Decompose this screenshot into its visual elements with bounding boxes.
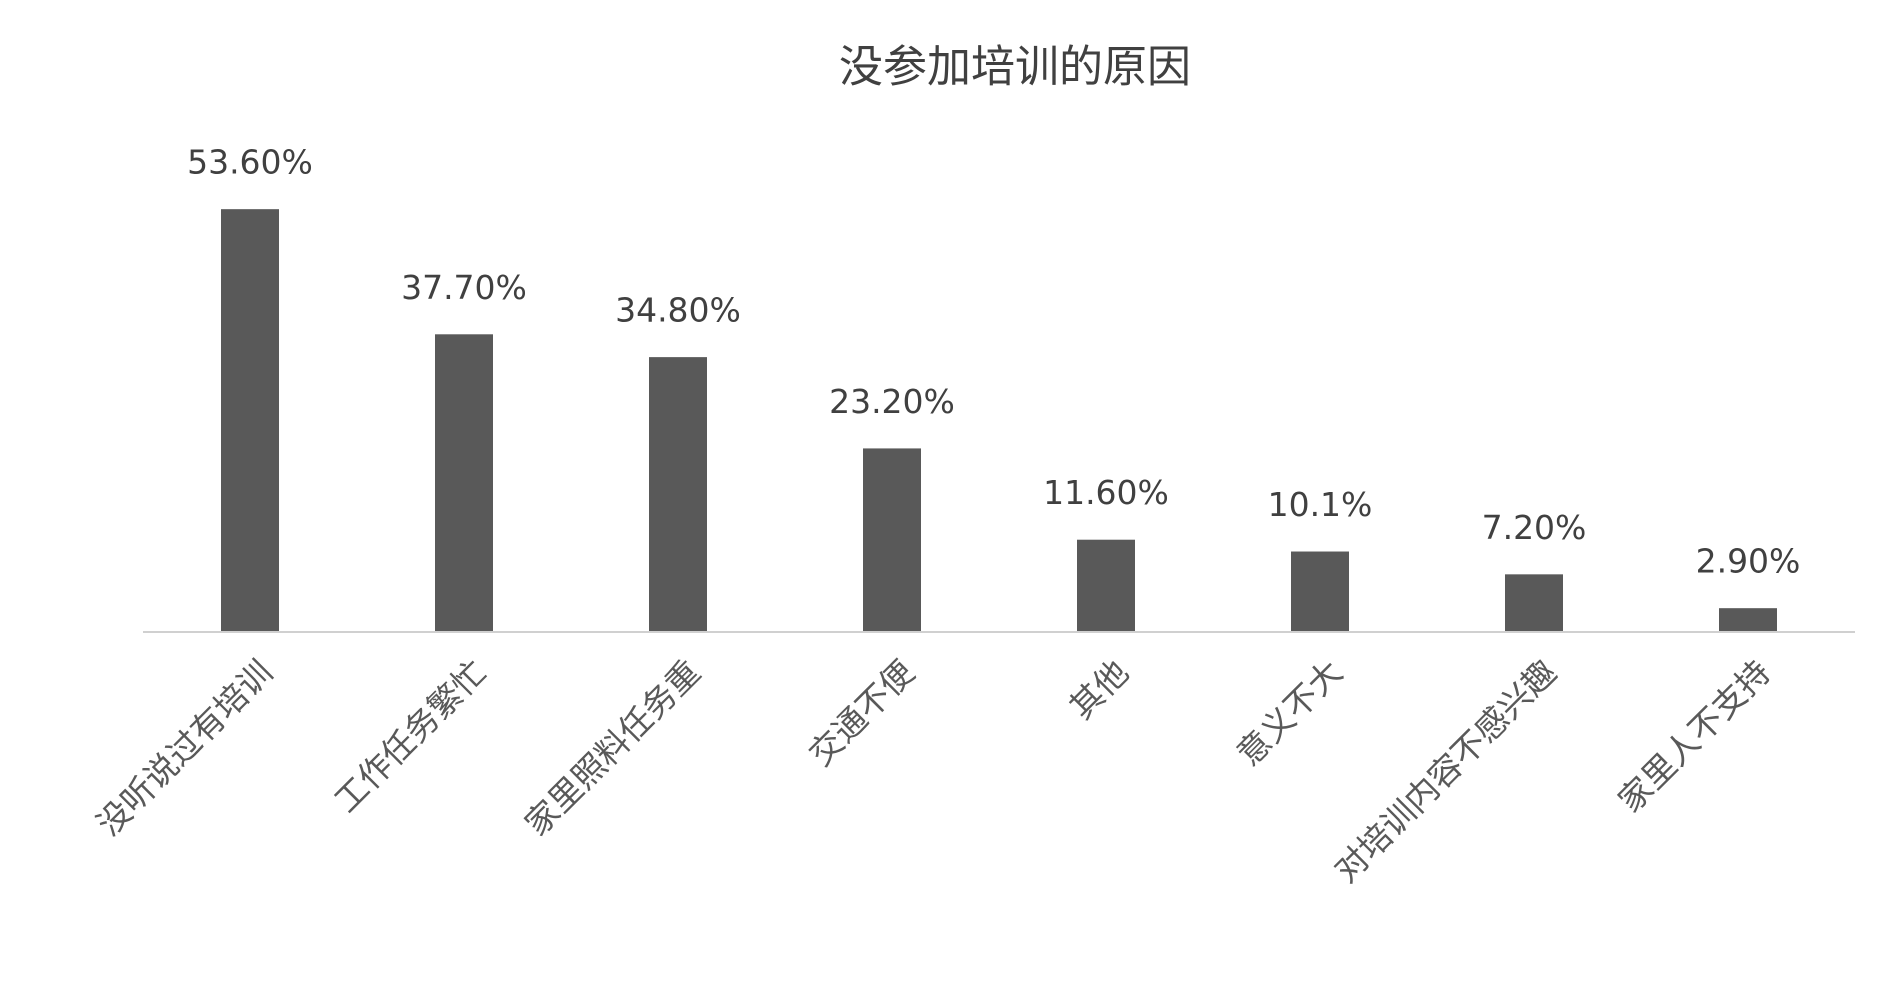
data-label: 23.20% — [829, 382, 955, 421]
bar — [221, 209, 279, 631]
bar — [1077, 539, 1135, 631]
bar — [649, 357, 707, 631]
data-label: 11.60% — [1043, 473, 1169, 512]
data-label: 34.80% — [615, 291, 741, 330]
chart-title: 没参加培训的原因 — [839, 42, 1191, 93]
data-label: 7.20% — [1482, 508, 1587, 547]
bar — [435, 334, 493, 631]
bar — [1505, 574, 1563, 631]
bar — [1719, 608, 1777, 631]
data-label: 2.90% — [1696, 542, 1801, 581]
bar — [863, 448, 921, 631]
bar — [1291, 551, 1349, 631]
data-label: 53.60% — [187, 143, 313, 182]
data-label: 10.1% — [1268, 485, 1373, 524]
data-label: 37.70% — [401, 268, 527, 307]
